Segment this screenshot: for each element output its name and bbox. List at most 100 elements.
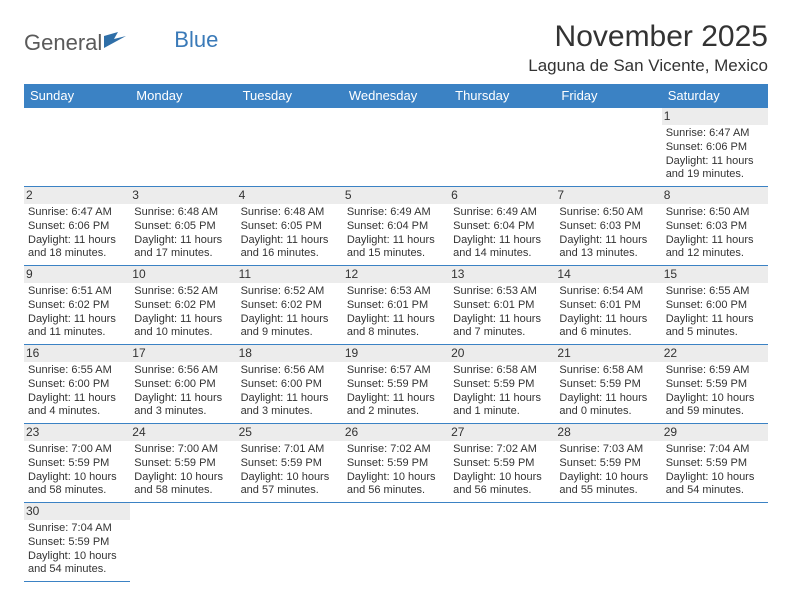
calendar-cell xyxy=(237,108,343,187)
sunset-text: Sunset: 6:06 PM xyxy=(666,141,764,155)
sunrise-text: Sunrise: 6:50 AM xyxy=(559,206,657,220)
daylight-text: and 13 minutes. xyxy=(559,247,657,261)
calendar-body: 1Sunrise: 6:47 AMSunset: 6:06 PMDaylight… xyxy=(24,108,768,582)
sunset-text: Sunset: 6:00 PM xyxy=(134,378,232,392)
daylight-text: and 56 minutes. xyxy=(347,484,445,498)
weekday-header: Sunday xyxy=(24,84,130,108)
day-number: 5 xyxy=(343,187,449,204)
day-number: 21 xyxy=(555,345,661,362)
calendar-table: SundayMondayTuesdayWednesdayThursdayFrid… xyxy=(24,84,768,582)
daylight-text: Daylight: 11 hours xyxy=(559,234,657,248)
calendar-row: 16Sunrise: 6:55 AMSunset: 6:00 PMDayligh… xyxy=(24,345,768,424)
sunrise-text: Sunrise: 6:47 AM xyxy=(28,206,126,220)
day-number: 4 xyxy=(237,187,343,204)
calendar-cell: 12Sunrise: 6:53 AMSunset: 6:01 PMDayligh… xyxy=(343,266,449,345)
calendar-cell: 23Sunrise: 7:00 AMSunset: 5:59 PMDayligh… xyxy=(24,424,130,503)
calendar-row: 30Sunrise: 7:04 AMSunset: 5:59 PMDayligh… xyxy=(24,503,768,582)
calendar-header: SundayMondayTuesdayWednesdayThursdayFrid… xyxy=(24,84,768,108)
calendar-cell: 28Sunrise: 7:03 AMSunset: 5:59 PMDayligh… xyxy=(555,424,661,503)
day-number: 27 xyxy=(449,424,555,441)
day-number: 9 xyxy=(24,266,130,283)
sunset-text: Sunset: 5:59 PM xyxy=(666,378,764,392)
calendar-cell: 5Sunrise: 6:49 AMSunset: 6:04 PMDaylight… xyxy=(343,187,449,266)
daylight-text: and 54 minutes. xyxy=(666,484,764,498)
sunset-text: Sunset: 5:59 PM xyxy=(347,457,445,471)
sunset-text: Sunset: 6:06 PM xyxy=(28,220,126,234)
sunset-text: Sunset: 6:05 PM xyxy=(241,220,339,234)
sunset-text: Sunset: 6:00 PM xyxy=(28,378,126,392)
day-number: 23 xyxy=(24,424,130,441)
sunset-text: Sunset: 6:05 PM xyxy=(134,220,232,234)
daylight-text: and 18 minutes. xyxy=(28,247,126,261)
daylight-text: and 1 minute. xyxy=(453,405,551,419)
day-number: 18 xyxy=(237,345,343,362)
daylight-text: Daylight: 11 hours xyxy=(666,313,764,327)
sunrise-text: Sunrise: 6:55 AM xyxy=(666,285,764,299)
day-number: 7 xyxy=(555,187,661,204)
daylight-text: Daylight: 11 hours xyxy=(241,313,339,327)
daylight-text: Daylight: 11 hours xyxy=(559,392,657,406)
day-number: 14 xyxy=(555,266,661,283)
sunrise-text: Sunrise: 6:55 AM xyxy=(28,364,126,378)
calendar-cell xyxy=(555,108,661,187)
day-number: 6 xyxy=(449,187,555,204)
daylight-text: and 57 minutes. xyxy=(241,484,339,498)
day-number: 30 xyxy=(24,503,130,520)
sunset-text: Sunset: 6:01 PM xyxy=(559,299,657,313)
sunrise-text: Sunrise: 7:01 AM xyxy=(241,443,339,457)
calendar-cell xyxy=(130,503,236,582)
calendar-cell: 2Sunrise: 6:47 AMSunset: 6:06 PMDaylight… xyxy=(24,187,130,266)
calendar-cell xyxy=(449,108,555,187)
sunset-text: Sunset: 6:04 PM xyxy=(347,220,445,234)
daylight-text: Daylight: 10 hours xyxy=(666,392,764,406)
logo-text-blue: Blue xyxy=(174,27,218,53)
daylight-text: and 0 minutes. xyxy=(559,405,657,419)
daylight-text: Daylight: 11 hours xyxy=(347,313,445,327)
daylight-text: Daylight: 10 hours xyxy=(28,550,126,564)
sunrise-text: Sunrise: 7:04 AM xyxy=(28,522,126,536)
weekday-header: Monday xyxy=(130,84,236,108)
daylight-text: and 3 minutes. xyxy=(134,405,232,419)
calendar-cell: 3Sunrise: 6:48 AMSunset: 6:05 PMDaylight… xyxy=(130,187,236,266)
daylight-text: and 56 minutes. xyxy=(453,484,551,498)
calendar-cell xyxy=(130,108,236,187)
sunrise-text: Sunrise: 6:56 AM xyxy=(134,364,232,378)
day-number: 16 xyxy=(24,345,130,362)
logo: General Blue xyxy=(24,20,218,56)
sunrise-text: Sunrise: 6:48 AM xyxy=(241,206,339,220)
calendar-cell: 30Sunrise: 7:04 AMSunset: 5:59 PMDayligh… xyxy=(24,503,130,582)
day-number: 29 xyxy=(662,424,768,441)
calendar-cell: 21Sunrise: 6:58 AMSunset: 5:59 PMDayligh… xyxy=(555,345,661,424)
logo-text-general: General xyxy=(24,30,102,56)
day-number: 26 xyxy=(343,424,449,441)
calendar-cell: 4Sunrise: 6:48 AMSunset: 6:05 PMDaylight… xyxy=(237,187,343,266)
daylight-text: and 7 minutes. xyxy=(453,326,551,340)
flag-icon xyxy=(104,30,126,56)
day-number: 13 xyxy=(449,266,555,283)
daylight-text: Daylight: 10 hours xyxy=(241,471,339,485)
daylight-text: Daylight: 11 hours xyxy=(134,234,232,248)
daylight-text: Daylight: 10 hours xyxy=(666,471,764,485)
sunset-text: Sunset: 5:59 PM xyxy=(347,378,445,392)
daylight-text: Daylight: 11 hours xyxy=(453,234,551,248)
daylight-text: and 15 minutes. xyxy=(347,247,445,261)
calendar-cell: 29Sunrise: 7:04 AMSunset: 5:59 PMDayligh… xyxy=(662,424,768,503)
header: General Blue November 2025 Laguna de San… xyxy=(24,20,768,76)
sunrise-text: Sunrise: 7:02 AM xyxy=(453,443,551,457)
daylight-text: Daylight: 11 hours xyxy=(28,234,126,248)
calendar-cell: 15Sunrise: 6:55 AMSunset: 6:00 PMDayligh… xyxy=(662,266,768,345)
sunset-text: Sunset: 6:04 PM xyxy=(453,220,551,234)
calendar-cell: 1Sunrise: 6:47 AMSunset: 6:06 PMDaylight… xyxy=(662,108,768,187)
sunset-text: Sunset: 5:59 PM xyxy=(666,457,764,471)
calendar-row: 1Sunrise: 6:47 AMSunset: 6:06 PMDaylight… xyxy=(24,108,768,187)
daylight-text: Daylight: 11 hours xyxy=(134,313,232,327)
sunset-text: Sunset: 6:03 PM xyxy=(666,220,764,234)
daylight-text: and 16 minutes. xyxy=(241,247,339,261)
calendar-cell: 8Sunrise: 6:50 AMSunset: 6:03 PMDaylight… xyxy=(662,187,768,266)
sunrise-text: Sunrise: 6:50 AM xyxy=(666,206,764,220)
sunset-text: Sunset: 6:00 PM xyxy=(241,378,339,392)
daylight-text: and 19 minutes. xyxy=(666,168,764,182)
day-number: 20 xyxy=(449,345,555,362)
sunset-text: Sunset: 5:59 PM xyxy=(453,378,551,392)
daylight-text: and 3 minutes. xyxy=(241,405,339,419)
